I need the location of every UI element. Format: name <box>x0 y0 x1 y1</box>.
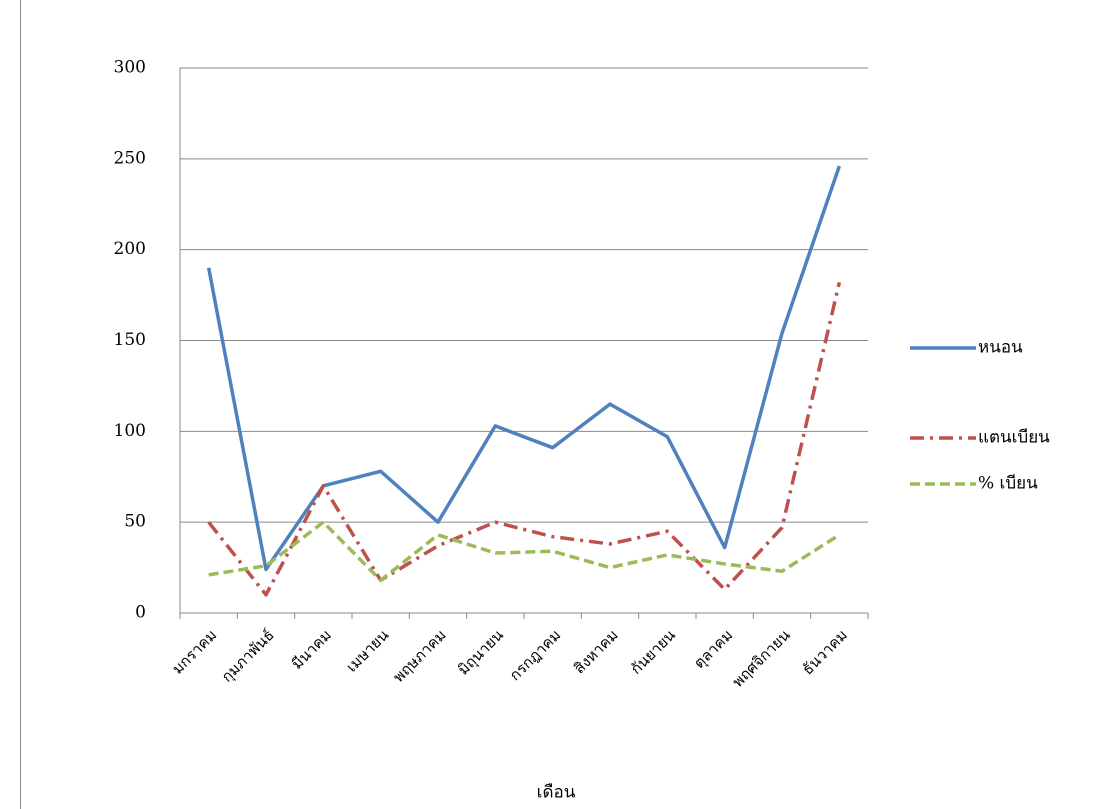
x-tick-label: กันยายน <box>627 626 679 678</box>
x-tick-label: ตุลาคม <box>690 626 737 673</box>
x-axis-title: เดือน <box>537 783 576 803</box>
series-line <box>208 520 841 583</box>
x-tick-label: มกราคม <box>168 626 220 678</box>
x-tick-label: พฤษภาคม <box>389 626 449 686</box>
y-tick-label: 150 <box>114 330 146 350</box>
y-tick-label: 100 <box>114 421 146 441</box>
legend-label: % เบียน <box>978 474 1038 494</box>
x-tick-label: มิถุนายน <box>454 626 508 680</box>
y-tick-label: 300 <box>114 58 146 78</box>
x-tick-label: สิงหาคม <box>570 626 621 677</box>
x-tick-label: ธันวาคม <box>799 626 851 678</box>
x-tick-label: มีนาคม <box>288 626 335 673</box>
legend-label: หนอน <box>978 338 1023 358</box>
series-line <box>206 165 841 572</box>
x-tick-label: เมษายน <box>343 626 393 676</box>
y-tick-label: 200 <box>114 239 146 259</box>
x-tick-label: กุมภาพันธ์ <box>218 626 279 687</box>
y-tick-label: 50 <box>124 512 146 532</box>
y-tick-label: 0 <box>135 603 146 623</box>
y-tick-label: 250 <box>114 148 146 168</box>
series-line <box>207 281 842 597</box>
x-tick-label: กรกฎาคม <box>506 626 564 684</box>
x-tick-label: พฤศจิกายน <box>729 626 794 691</box>
legend-label: แตนเบียน <box>978 428 1050 448</box>
